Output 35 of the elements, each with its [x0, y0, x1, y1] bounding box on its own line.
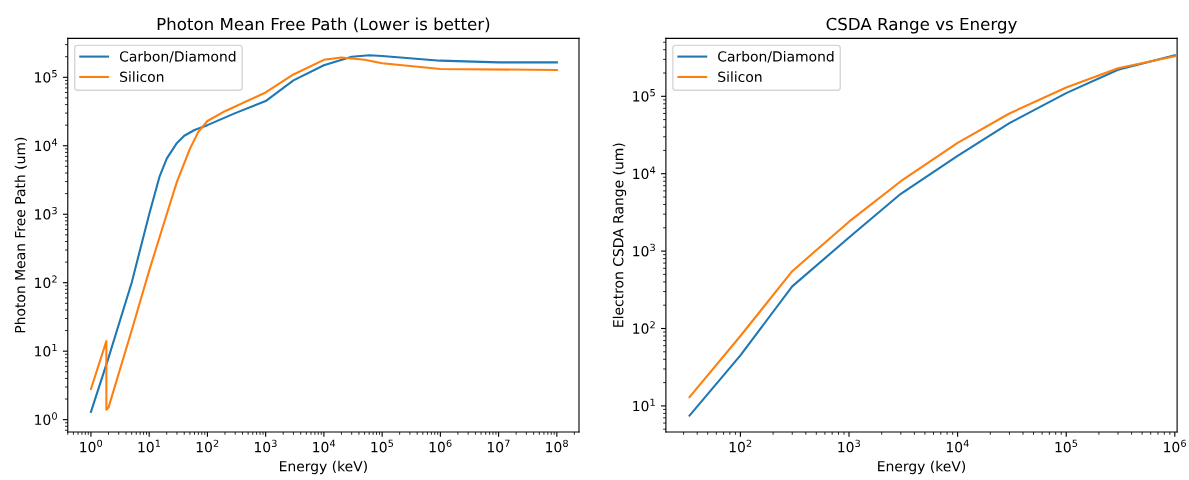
y-axis-title: Electron CSDA Range (um): [612, 143, 627, 327]
chart-title: CSDA Range vs Energy: [826, 17, 1017, 34]
x-tick-label: 10$^{8}$: [546, 439, 568, 453]
x-axis-title: Energy (keV): [280, 460, 367, 475]
y-tick-label: 10$^{0}$: [35, 412, 57, 426]
x-axis-title: Energy (keV): [878, 460, 966, 475]
x-tick-label: 10$^{6}$: [429, 439, 452, 453]
x-tick-label: 10$^{6}$: [1164, 439, 1186, 453]
chart-title: Photon Mean Free Path (Lower is better): [157, 17, 490, 33]
legend-label: Carbon/Diamond: [119, 50, 236, 63]
x-tick-label: 10$^{4}$: [946, 439, 969, 453]
y-tick-label: 10$^{4}$: [35, 138, 58, 152]
x-tick-label: 10$^{1}$: [138, 439, 161, 453]
y-tick-label: 10$^{5}$: [633, 89, 655, 102]
x-tick-label: 10$^{3}$: [838, 439, 860, 453]
y-axis-title: Photon Mean Free Path (um): [14, 137, 27, 333]
y-tick-label: 10$^{3}$: [35, 206, 57, 220]
x-tick-label: 10$^{0}$: [80, 439, 103, 453]
y-tick-label: 10$^{2}$: [35, 275, 57, 289]
y-tick-label: 10$^{1}$: [633, 398, 655, 412]
x-tick-label: 10$^{5}$: [1055, 439, 1078, 453]
x-tick-label: 10$^{4}$: [313, 439, 336, 453]
x-tick-label: 10$^{2}$: [196, 439, 219, 453]
x-tick-label: 10$^{5}$: [371, 439, 394, 453]
y-tick-label: 10$^{4}$: [633, 166, 656, 180]
legend-label: Carbon/Diamond: [718, 50, 834, 63]
legend-label: Silicon: [718, 71, 762, 83]
y-tick-label: 10$^{5}$: [35, 70, 57, 83]
x-tick-label: 10$^{2}$: [729, 439, 752, 453]
legend-label: Silicon: [120, 71, 164, 83]
x-tick-label: 10$^{7}$: [487, 439, 510, 453]
y-tick-label: 10$^{2}$: [633, 321, 655, 334]
x-tick-label: 10$^{3}$: [254, 439, 277, 453]
y-tick-label: 10$^{3}$: [633, 243, 655, 257]
y-tick-label: 10$^{1}$: [35, 343, 57, 357]
